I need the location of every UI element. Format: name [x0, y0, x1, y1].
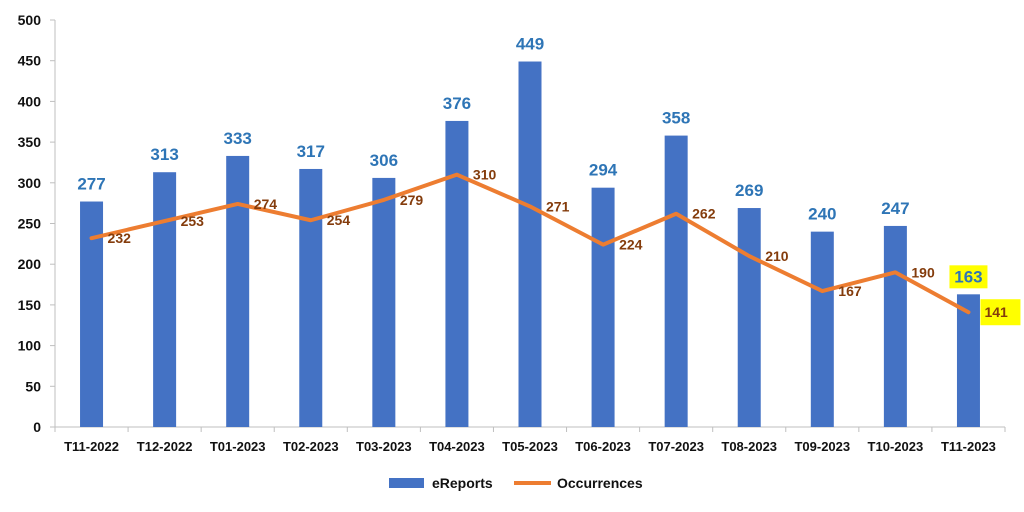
bar-value-label: 306 [370, 151, 398, 170]
x-tick-label: T01-2023 [210, 439, 266, 454]
line-value-label: 271 [546, 198, 570, 214]
x-tick-label: T05-2023 [502, 439, 558, 454]
bar-label-highlight [949, 265, 988, 289]
bar-T11-2022 [80, 201, 104, 427]
bar-value-label: 313 [150, 145, 178, 164]
bar-value-label: 333 [224, 129, 252, 148]
y-tick-label: 400 [18, 93, 42, 109]
legend-label-occurrences: Occurrences [557, 475, 643, 491]
line-value-label: 232 [108, 230, 132, 246]
x-tick-label: T11-2022 [64, 439, 119, 454]
bar-T02-2023 [299, 168, 323, 427]
bar-value-label: 449 [516, 35, 544, 54]
legend-bar-swatch [389, 478, 424, 488]
y-tick-label: 150 [18, 297, 42, 313]
y-tick-label: 250 [18, 216, 42, 232]
bar-T01-2023 [226, 155, 250, 428]
bar-T05-2023 [518, 61, 542, 427]
bar-T07-2023 [664, 135, 688, 427]
bar-value-label: 240 [808, 205, 836, 224]
x-tick-label: T10-2023 [868, 439, 924, 454]
legend-label-ereports: eReports [432, 475, 493, 491]
y-tick-label: 200 [18, 256, 42, 272]
line-value-label: 190 [911, 264, 935, 280]
line-value-label: 310 [473, 167, 497, 183]
line-value-label: 210 [765, 248, 789, 264]
x-tick-label: T03-2023 [356, 439, 412, 454]
line-label-highlight [980, 299, 1021, 326]
x-tick-label: T07-2023 [648, 439, 704, 454]
bar-T11-2023 [956, 294, 980, 427]
y-tick-label: 0 [33, 419, 41, 435]
x-tick-label: T04-2023 [429, 439, 485, 454]
occurrences-line [89, 172, 971, 315]
bar-T10-2023 [883, 225, 907, 427]
bar-value-label: 247 [881, 199, 909, 218]
bar-value-label: 358 [662, 109, 690, 128]
bar-T09-2023 [810, 231, 834, 427]
bar-value-label: 317 [297, 142, 325, 161]
bar-value-label: 269 [735, 181, 763, 200]
y-tick-label: 300 [18, 175, 42, 191]
bar-T03-2023 [372, 177, 396, 427]
line-value-label: 167 [838, 283, 862, 299]
line-value-label: 279 [400, 192, 424, 208]
y-tick-label: 500 [18, 12, 42, 28]
bar-value-label: 294 [589, 161, 618, 180]
x-tick-label: T06-2023 [575, 439, 631, 454]
line-value-label: 274 [254, 196, 278, 212]
line-value-label: 262 [692, 206, 716, 222]
x-tick-label: T09-2023 [794, 439, 850, 454]
x-tick-label: T02-2023 [283, 439, 339, 454]
bar-T08-2023 [737, 208, 761, 427]
y-tick-label: 450 [18, 53, 42, 69]
x-tick-label: T08-2023 [721, 439, 777, 454]
bar-T04-2023 [445, 120, 469, 427]
bar-value-label: 163 [954, 267, 982, 286]
line-value-label: 254 [327, 212, 351, 228]
bar-T06-2023 [591, 187, 615, 427]
line-value-label: 253 [181, 213, 205, 229]
line-value-label: 224 [619, 237, 643, 253]
y-tick-label: 100 [18, 338, 42, 354]
bar-value-label: 277 [77, 175, 105, 194]
x-tick-label: T11-2023 [941, 439, 996, 454]
line-value-label: 141 [984, 304, 1008, 320]
bar-value-label: 376 [443, 94, 471, 113]
y-tick-label: 50 [25, 378, 41, 394]
bar-T12-2022 [153, 172, 177, 427]
y-tick-label: 350 [18, 134, 42, 150]
x-tick-label: T12-2022 [137, 439, 193, 454]
